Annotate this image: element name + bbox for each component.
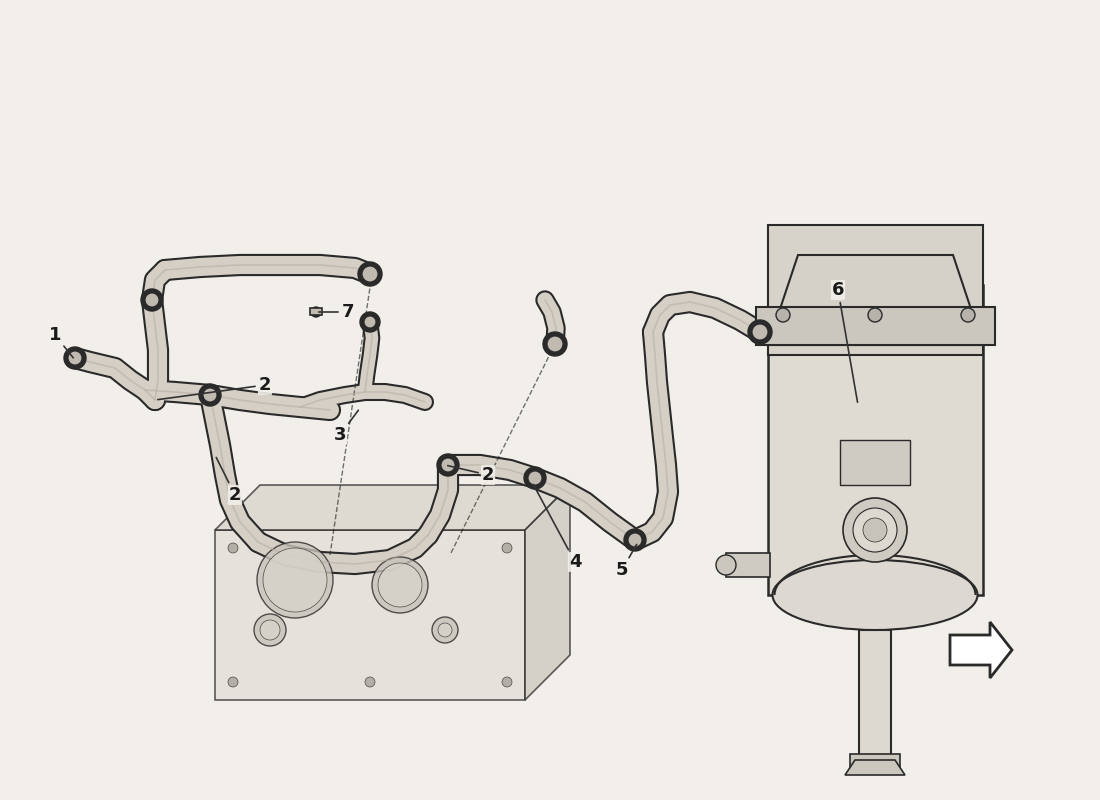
Text: 2: 2 [217, 458, 241, 504]
Circle shape [364, 316, 376, 328]
Polygon shape [768, 255, 983, 345]
Circle shape [362, 266, 378, 282]
Circle shape [199, 384, 221, 406]
Ellipse shape [772, 560, 978, 630]
Circle shape [228, 677, 238, 687]
Circle shape [437, 454, 459, 476]
Circle shape [64, 347, 86, 369]
Bar [768, 285, 983, 595]
Bar [850, 754, 900, 770]
Circle shape [543, 332, 566, 356]
Circle shape [378, 563, 422, 607]
Circle shape [624, 529, 646, 551]
Circle shape [716, 555, 736, 575]
Circle shape [311, 307, 321, 317]
Circle shape [360, 312, 379, 332]
Circle shape [257, 542, 333, 618]
Polygon shape [214, 530, 525, 700]
Circle shape [748, 320, 772, 344]
Circle shape [547, 336, 563, 352]
Circle shape [438, 623, 452, 637]
Bar [859, 630, 891, 760]
Text: 1: 1 [48, 326, 74, 358]
Circle shape [528, 471, 542, 485]
Text: 5: 5 [616, 545, 637, 579]
Text: 4: 4 [534, 485, 581, 571]
Circle shape [776, 308, 790, 322]
Circle shape [843, 498, 908, 562]
Circle shape [365, 677, 375, 687]
Circle shape [752, 324, 768, 340]
Circle shape [864, 518, 887, 542]
Text: 6: 6 [832, 281, 858, 402]
Text: 3: 3 [333, 410, 359, 444]
Bar [310, 308, 322, 315]
Text: 2: 2 [448, 466, 494, 484]
Circle shape [145, 293, 160, 307]
Bar [768, 225, 983, 355]
Bar [756, 307, 996, 345]
Circle shape [628, 533, 642, 547]
Circle shape [372, 557, 428, 613]
Circle shape [524, 467, 546, 489]
Circle shape [228, 543, 238, 553]
Circle shape [852, 508, 896, 552]
Polygon shape [214, 485, 570, 530]
Circle shape [358, 262, 382, 286]
Polygon shape [525, 485, 570, 700]
Circle shape [868, 308, 882, 322]
Circle shape [432, 617, 458, 643]
Circle shape [961, 308, 975, 322]
Circle shape [68, 351, 82, 365]
Text: 7: 7 [319, 303, 354, 321]
Circle shape [260, 620, 280, 640]
Circle shape [502, 543, 512, 553]
Circle shape [204, 388, 217, 402]
Circle shape [502, 677, 512, 687]
Bar [726, 553, 770, 577]
Bar [840, 440, 910, 485]
Text: 2: 2 [157, 376, 272, 400]
Polygon shape [845, 760, 905, 775]
Polygon shape [950, 622, 1012, 678]
Circle shape [441, 458, 455, 472]
Circle shape [254, 614, 286, 646]
Circle shape [263, 548, 327, 612]
Circle shape [141, 289, 163, 311]
